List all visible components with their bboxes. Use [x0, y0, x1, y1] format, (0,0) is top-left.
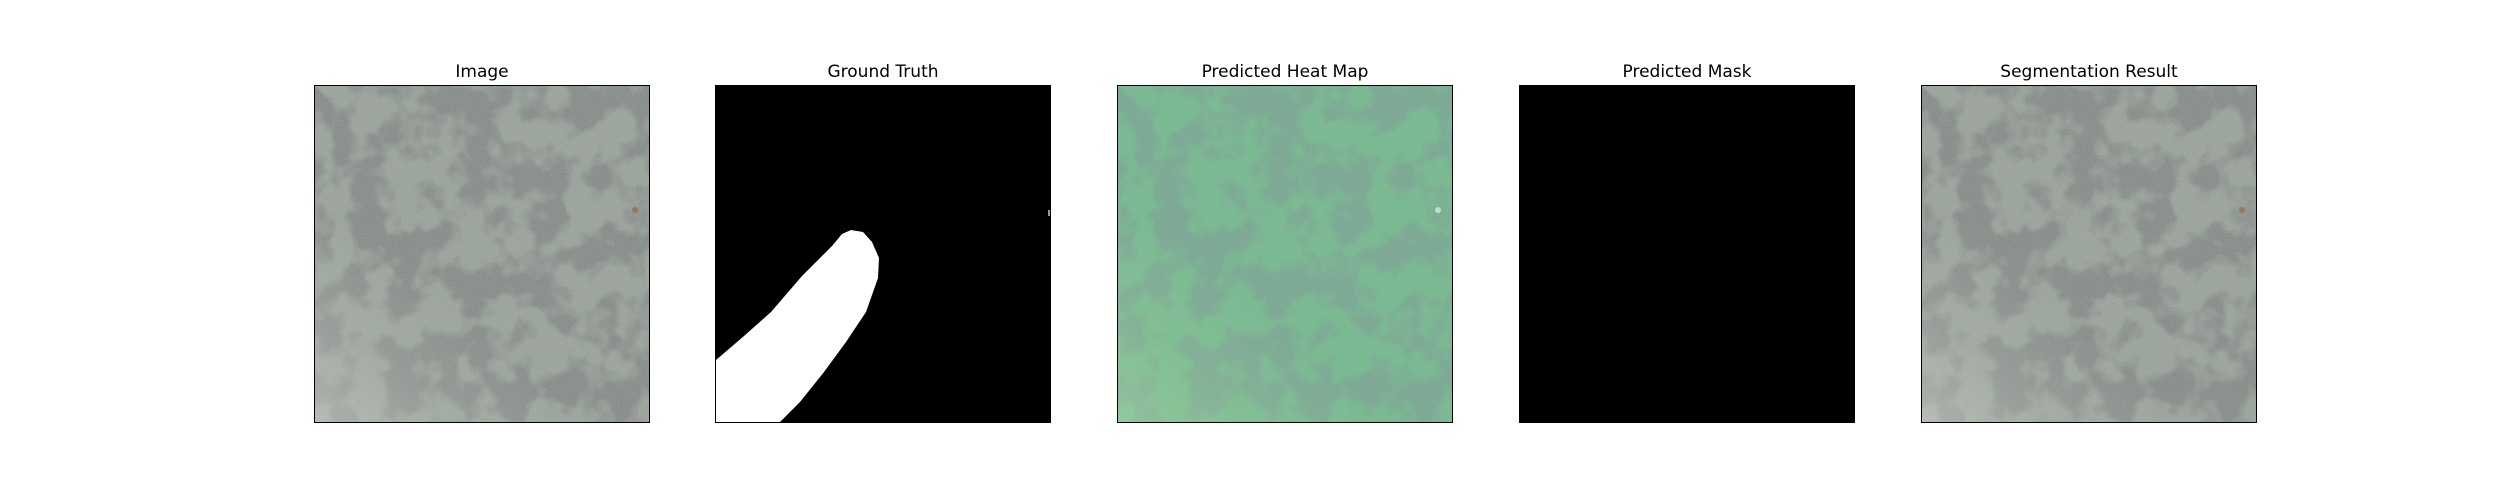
segmentation-result-frame — [1921, 85, 2257, 423]
segmentation-result-image — [1922, 86, 2256, 422]
image-frame — [314, 85, 650, 423]
panel-title-image: Image — [455, 62, 509, 82]
panel-title-ground-truth: Ground Truth — [827, 62, 939, 82]
panel-title-predicted-mask: Predicted Mask — [1622, 62, 1752, 82]
ground-truth-mask — [716, 86, 1050, 422]
heat-map-frame — [1117, 85, 1453, 423]
ground-truth-frame — [715, 85, 1051, 423]
ground-truth-region — [716, 230, 879, 422]
panel-title-segmentation-result: Segmentation Result — [2000, 62, 2178, 82]
heat-map-overlay — [1118, 86, 1452, 422]
panel-predicted-heat-map: Predicted Heat Map — [1117, 60, 1453, 423]
panel-image: Image — [314, 60, 650, 423]
predicted-mask — [1520, 86, 1854, 422]
predicted-mask-frame — [1519, 85, 1855, 423]
panel-ground-truth: Ground Truth — [715, 60, 1051, 423]
panel-predicted-mask: Predicted Mask — [1519, 60, 1855, 423]
panel-title-heat-map: Predicted Heat Map — [1201, 62, 1369, 82]
aerial-image — [315, 86, 649, 422]
panel-segmentation-result: Segmentation Result — [1921, 60, 2257, 423]
